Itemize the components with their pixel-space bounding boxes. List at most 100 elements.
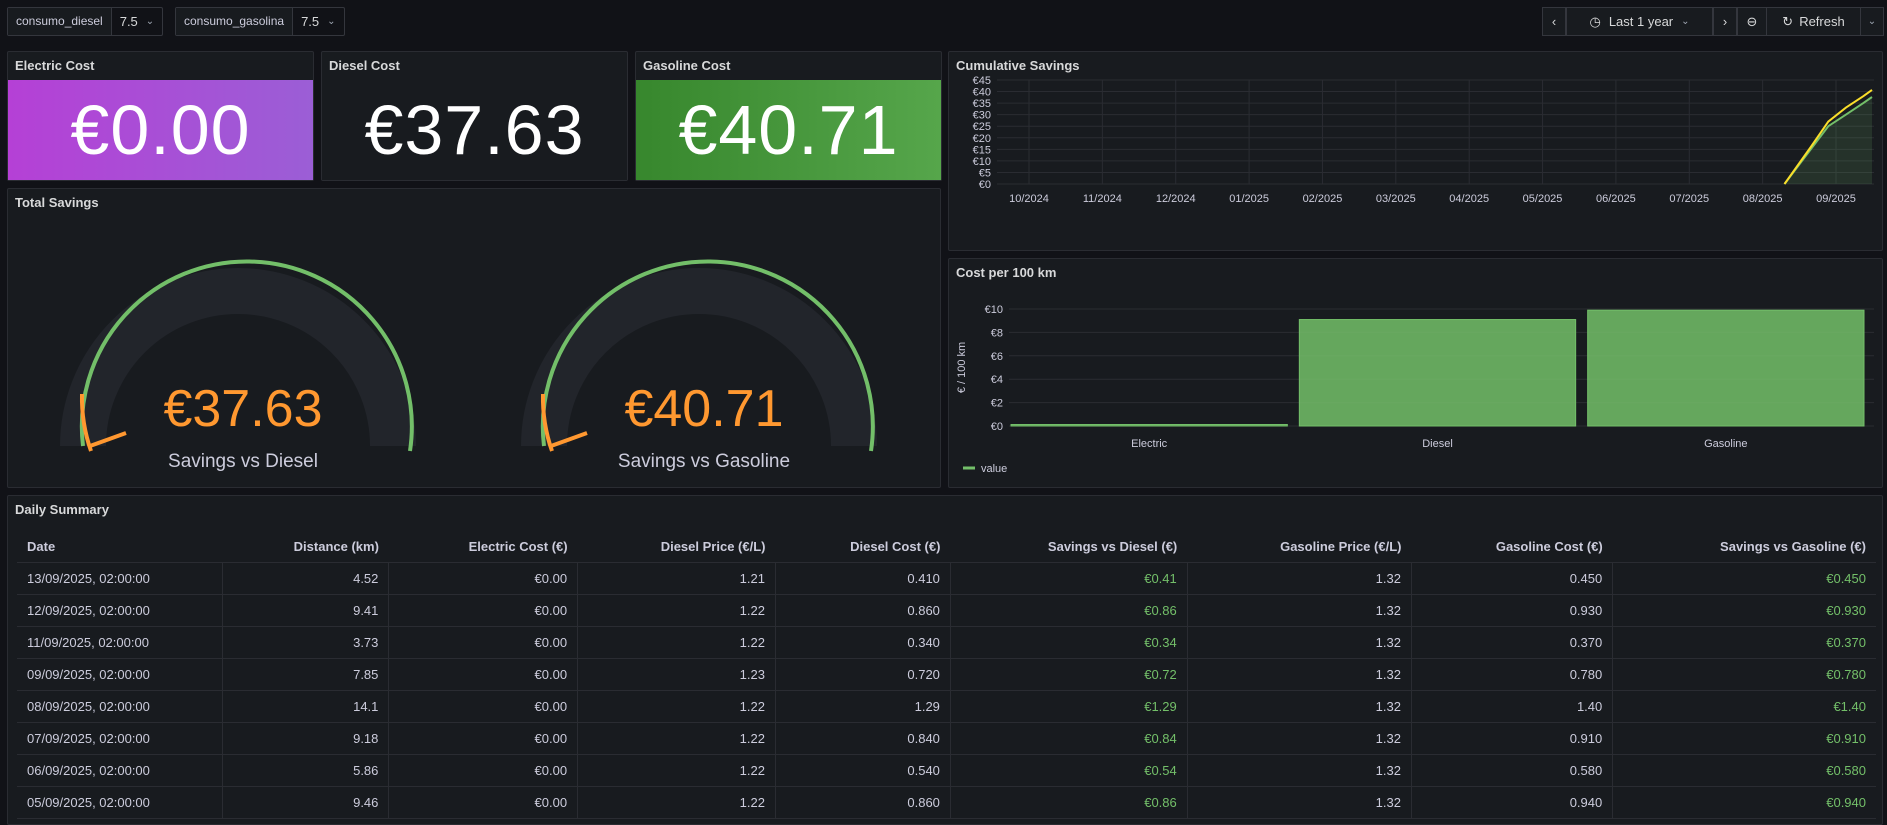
table-cell: 05/09/2025, 02:00:00 <box>17 786 223 819</box>
column-header[interactable]: Diesel Cost (€) <box>775 532 951 563</box>
x-tick-label: 03/2025 <box>1376 193 1416 205</box>
table-row[interactable]: 06/09/2025, 02:00:00 5.86 €0.00 1.22 0.540 €0… <box>17 754 1876 787</box>
table-cell: €0.910 <box>1612 722 1876 755</box>
column-header[interactable]: Date <box>17 532 222 563</box>
table-cell: 0.910 <box>1411 722 1614 755</box>
table-cell: 07/09/2025, 02:00:00 <box>17 722 223 755</box>
series-line <box>1783 89 1873 185</box>
x-tick-label: 02/2025 <box>1303 193 1343 205</box>
zoom-out-button[interactable]: ⊖ <box>1737 7 1767 36</box>
table-cell: 0.720 <box>775 658 951 691</box>
x-tick-label: 01/2025 <box>1229 193 1269 205</box>
y-tick-label: €20 <box>973 133 991 145</box>
gauge-gasoline <box>521 259 877 452</box>
bar-diesel <box>1298 319 1577 427</box>
table-cell: 1.22 <box>577 722 776 755</box>
column-header[interactable]: Electric Cost (€) <box>388 532 578 563</box>
panel-cost-per-100km: Cost per 100 km €10 €8 €6 €4 €2 €0 € / 100 km E… <box>948 258 1883 488</box>
column-header[interactable]: Diesel Price (€/L) <box>577 532 776 563</box>
y-tick-label: €4 <box>991 374 1003 386</box>
table-cell: €0.54 <box>950 754 1188 787</box>
time-picker-button[interactable]: ◷ Last 1 year ⌄ <box>1566 7 1713 36</box>
table-cell: €0.00 <box>388 658 579 691</box>
column-header[interactable]: Savings vs Gasoline (€) <box>1612 532 1876 563</box>
column-header[interactable]: Distance (km) <box>222 532 389 563</box>
table-cell: 0.450 <box>1411 562 1614 595</box>
table-cell: 1.22 <box>577 786 776 819</box>
x-tick-label: 09/2025 <box>1816 193 1856 205</box>
panel-title: Electric Cost <box>15 58 95 73</box>
refresh-button[interactable]: ↻ Refresh <box>1766 7 1861 36</box>
table-cell: 08/09/2025, 02:00:00 <box>17 690 223 723</box>
table-cell: €0.34 <box>950 626 1188 659</box>
table-cell: €0.00 <box>388 626 579 659</box>
table-row[interactable]: 12/09/2025, 02:00:00 9.41 €0.00 1.22 0.860 €0… <box>17 594 1876 627</box>
y-tick-label: €8 <box>991 327 1003 339</box>
variable-consumo-gasolina[interactable]: consumo_gasolina 7.5 ⌄ <box>175 7 345 36</box>
column-header[interactable]: Gasoline Cost (€) <box>1411 532 1613 563</box>
refresh-icon: ↻ <box>1782 13 1794 29</box>
gauge-track <box>60 268 416 447</box>
column-header[interactable]: Gasoline Price (€/L) <box>1187 532 1412 563</box>
table-cell: €0.780 <box>1612 658 1876 691</box>
gauge-track <box>521 268 877 447</box>
table-cell: 0.410 <box>775 562 951 595</box>
time-back-button[interactable]: ‹ <box>1542 7 1566 36</box>
gauge-diesel <box>60 259 416 452</box>
table-cell: 3.73 <box>222 626 390 659</box>
table-cell: 1.32 <box>1187 722 1412 755</box>
y-tick-label: €2 <box>991 398 1003 410</box>
x-tick-label: 12/2024 <box>1156 193 1196 205</box>
panel-title: Total Savings <box>15 195 99 210</box>
table-cell: 1.32 <box>1187 786 1412 819</box>
table-row[interactable]: 13/09/2025, 02:00:00 4.52 €0.00 1.21 0.410 €0… <box>17 562 1876 595</box>
gauge-threshold-band <box>540 259 875 452</box>
time-forward-button[interactable]: › <box>1713 7 1737 36</box>
x-tick-label: 07/2025 <box>1669 193 1709 205</box>
panel-daily-summary: Daily Summary Date Distance (km) Electric … <box>7 495 1883 825</box>
y-tick-label: €10 <box>985 304 1003 316</box>
panel-title: Diesel Cost <box>329 58 400 73</box>
y-tick-label: €0 <box>979 179 991 191</box>
table-cell: €0.00 <box>388 754 579 787</box>
table-row[interactable]: 07/09/2025, 02:00:00 9.18 €0.00 1.22 0.840 €0… <box>17 722 1876 755</box>
x-tick-label: 05/2025 <box>1523 193 1563 205</box>
legend-label[interactable]: value <box>981 463 1007 475</box>
gauge-label: Savings vs Diesel <box>168 451 318 472</box>
variable-consumo-diesel[interactable]: consumo_diesel 7.5 ⌄ <box>7 7 164 36</box>
table-cell: 5.86 <box>222 754 390 787</box>
table-cell: 1.32 <box>1187 562 1412 595</box>
table-cell: 9.41 <box>222 594 390 627</box>
table-cell: 1.23 <box>577 658 776 691</box>
cost-bar-chart: €10 €8 €6 €4 €2 €0 € / 100 km Electric Diesel Gas… <box>956 304 1874 475</box>
table-row[interactable]: 11/09/2025, 02:00:00 3.73 €0.00 1.22 0.340 €0… <box>17 626 1876 659</box>
gauge-threshold-band-orange <box>540 393 554 452</box>
column-header[interactable]: Savings vs Diesel (€) <box>950 532 1188 563</box>
table-cell: 9.18 <box>222 722 390 755</box>
table-cell: 13/09/2025, 02:00:00 <box>17 562 223 595</box>
table-row[interactable]: 05/09/2025, 02:00:00 9.46 €0.00 1.22 0.860 €0… <box>17 786 1876 819</box>
panel-title: Gasoline Cost <box>643 58 731 73</box>
table-cell: 1.29 <box>775 690 951 723</box>
table-cell: 06/09/2025, 02:00:00 <box>17 754 223 787</box>
table-row[interactable]: 08/09/2025, 02:00:00 14.1 €0.00 1.22 1.29 €1.… <box>17 690 1876 723</box>
chevron-down-icon: ⌄ <box>1867 16 1877 27</box>
daily-table-wrap: Date Distance (km) Electric Cost (€) Diesel… <box>17 532 1876 819</box>
table-cell: €0.00 <box>388 786 579 819</box>
table-cell: €0.84 <box>950 722 1188 755</box>
x-tick-label: 08/2025 <box>1743 193 1783 205</box>
table-cell: €0.450 <box>1612 562 1876 595</box>
gauge-needle-mark <box>550 431 588 448</box>
gauge-label: Savings vs Gasoline <box>617 451 791 472</box>
table-row[interactable]: 09/09/2025, 02:00:00 7.85 €0.00 1.23 0.720 €0… <box>17 658 1876 691</box>
variable-value: 7.5 <box>301 14 320 29</box>
panel-diesel-cost: Diesel Cost €37.63 <box>321 51 628 181</box>
table-cell: 0.540 <box>775 754 951 787</box>
table-cell: €0.00 <box>388 562 579 595</box>
table-cell: 1.32 <box>1187 626 1412 659</box>
refresh-interval-button[interactable]: ⌄ <box>1860 7 1884 36</box>
table-cell: 0.580 <box>1411 754 1614 787</box>
table-cell: 0.840 <box>775 722 951 755</box>
table-cell: €0.86 <box>950 594 1188 627</box>
y-tick-label: €40 <box>973 87 991 99</box>
